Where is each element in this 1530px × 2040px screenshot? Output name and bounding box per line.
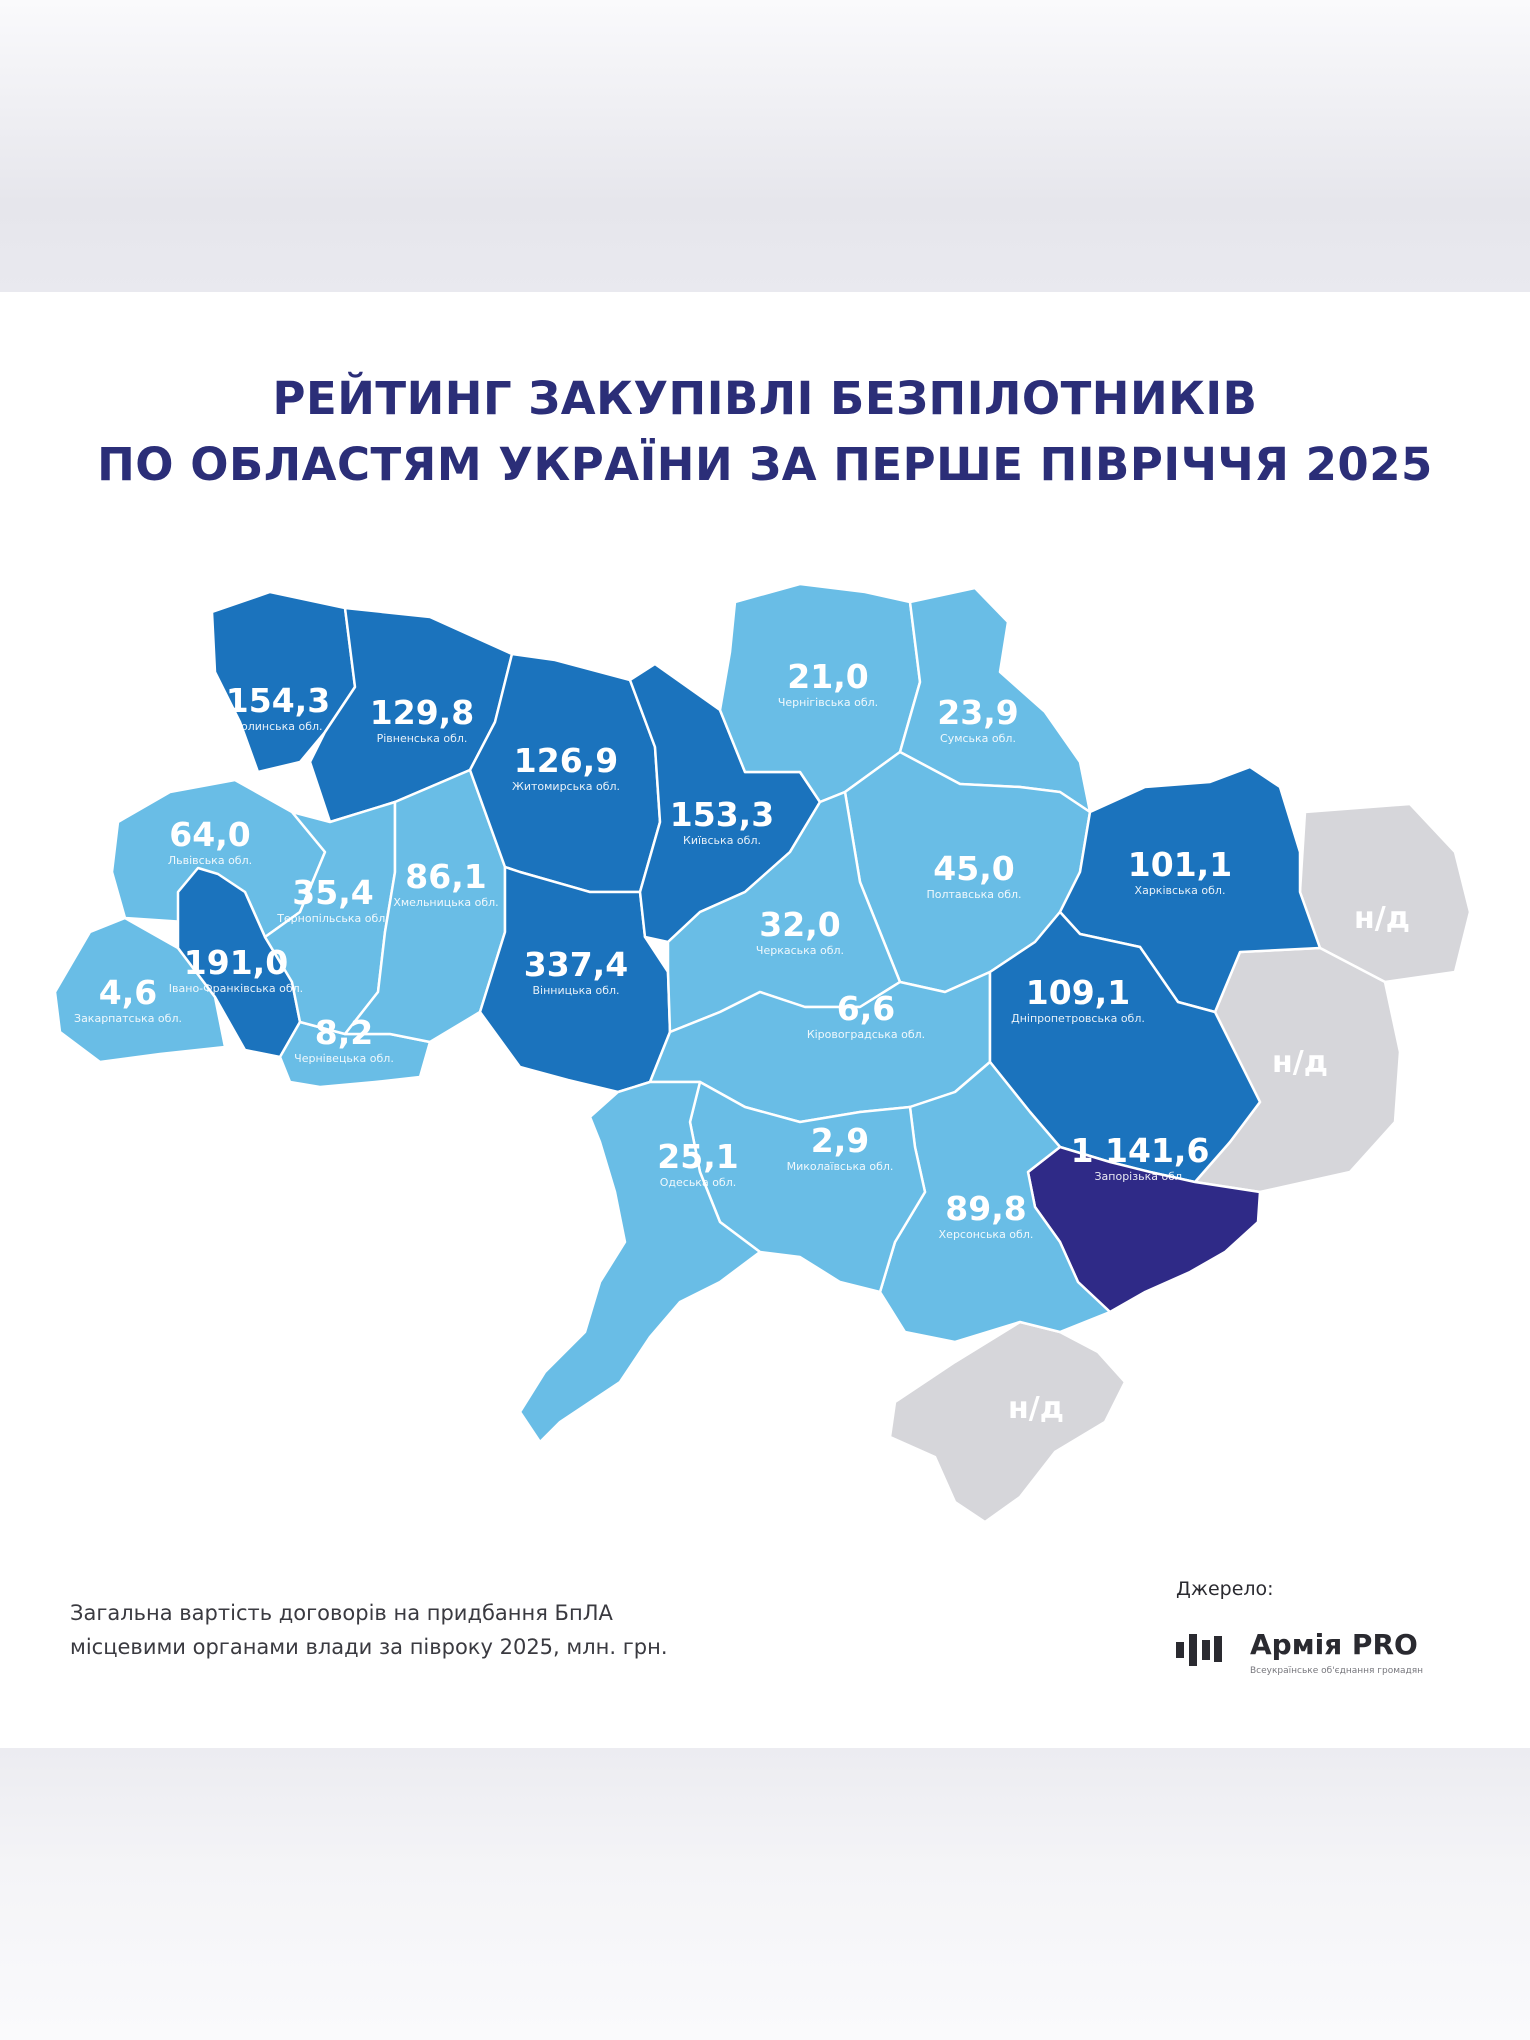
label-poltava-value: 45,0 — [933, 849, 1014, 888]
label-kherson-value: 89,8 — [945, 1189, 1026, 1228]
label-rivne-name: Рівненська обл. — [377, 732, 468, 745]
label-khmelnytskyi-name: Хмельницька обл. — [393, 896, 498, 909]
label-zaporizhzhia-value: 1 141,6 — [1071, 1131, 1210, 1170]
label-kherson-name: Херсонська обл. — [939, 1228, 1034, 1241]
map-footnote: Загальна вартість договорів на придбання… — [70, 1596, 930, 1664]
label-lviv-name: Львівська обл. — [168, 854, 252, 867]
label-chernivtsi-name: Чернівецька обл. — [294, 1052, 394, 1065]
label-rivne-value: 129,8 — [370, 693, 474, 732]
label-kirovohrad-value: 6,6 — [837, 989, 895, 1028]
region-volyn-shape — [210, 590, 357, 774]
label-donetsk-nd: н/д — [1272, 1045, 1328, 1080]
label-cherkasy-name: Черкаська обл. — [756, 944, 844, 957]
label-odesa-value: 25,1 — [657, 1137, 738, 1176]
label-vinnytsia-name: Вінницька обл. — [532, 984, 619, 997]
label-zaporizhzhia-name: Запорізька обл. — [1094, 1170, 1185, 1183]
region-labels: 154,3 Волинська обл. 129,8 Рівненська об… — [74, 657, 1410, 1426]
logo-name: Армія PRO — [1250, 1628, 1418, 1661]
label-chernihiv-value: 21,0 — [787, 657, 868, 696]
top-blur-band — [0, 0, 1530, 292]
label-sumy-name: Сумська обл. — [940, 732, 1016, 745]
label-sumy-value: 23,9 — [937, 693, 1018, 732]
label-kharkiv-value: 101,1 — [1128, 845, 1232, 884]
label-volyn-name: Волинська обл. — [233, 720, 322, 733]
label-lviv-value: 64,0 — [169, 815, 250, 854]
label-volyn-value: 154,3 — [226, 681, 330, 720]
label-vinnytsia-value: 337,4 — [524, 945, 628, 984]
label-zakarpattia-name: Закарпатська обл. — [74, 1012, 182, 1025]
label-dnipro-value: 109,1 — [1026, 973, 1130, 1012]
footnote-line-2: місцевими органами влади за півроку 2025… — [70, 1635, 668, 1659]
infographic-card: РЕЙТИНГ ЗАКУПІВЛІ БЕЗПІЛОТНИКІВ ПО ОБЛАС… — [0, 292, 1530, 1748]
label-kharkiv-name: Харківська обл. — [1135, 884, 1226, 897]
label-ternopil-name: Тернопільська обл. — [276, 912, 389, 925]
label-kirovohrad-name: Кіровоградська обл. — [807, 1028, 925, 1041]
label-chernihiv-name: Чернігівська обл. — [778, 696, 878, 709]
ukraine-map: 154,3 Волинська обл. 129,8 Рівненська об… — [53, 582, 1472, 1524]
label-dnipro-name: Дніпропетровська обл. — [1011, 1012, 1145, 1025]
logo-subtitle: Всеукраїнське об'єднання громадян — [1250, 1666, 1424, 1676]
label-ivano-frankivsk-value: 191,0 — [184, 943, 288, 982]
armiya-pro-logo: Армія PRO Всеукраїнське об'єднання грома… — [1176, 1626, 1466, 1682]
label-kyiv-value: 153,3 — [670, 795, 774, 834]
label-zhytomyr-name: Житомирська обл. — [512, 780, 620, 793]
label-zhytomyr-value: 126,9 — [514, 741, 618, 780]
label-cherkasy-value: 32,0 — [759, 905, 840, 944]
bottom-blur-band — [0, 1748, 1530, 2040]
armiya-pro-logo-mark-icon — [1176, 1634, 1222, 1666]
page-title-line-1: РЕЙТИНГ ЗАКУПІВЛІ БЕЗПІЛОТНИКІВ — [272, 372, 1258, 425]
label-khmelnytskyi-value: 86,1 — [405, 857, 486, 896]
source-label: Джерело: — [1176, 1578, 1274, 1600]
label-ternopil-value: 35,4 — [292, 873, 373, 912]
label-luhansk-nd: н/д — [1354, 901, 1410, 936]
label-chernivtsi-value: 8,2 — [315, 1013, 373, 1052]
label-ivano-frankivsk-name: Івано-Франківська обл. — [169, 982, 303, 995]
label-poltava-name: Полтавська обл. — [926, 888, 1021, 901]
label-mykolaiv-name: Миколаївська обл. — [787, 1160, 894, 1173]
label-zakarpattia-value: 4,6 — [99, 973, 157, 1012]
region-odesa-shape — [518, 1080, 762, 1444]
page-title-line-2: ПО ОБЛАСТЯМ УКРАЇНИ ЗА ПЕРШЕ ПІВРІЧЧЯ 20… — [97, 438, 1433, 491]
label-crimea-nd: н/д — [1008, 1391, 1064, 1426]
label-kyiv-name: Київська обл. — [683, 834, 761, 847]
label-mykolaiv-value: 2,9 — [811, 1121, 869, 1160]
footnote-line-1: Загальна вартість договорів на придбання… — [70, 1601, 613, 1625]
label-odesa-name: Одеська обл. — [660, 1176, 736, 1189]
